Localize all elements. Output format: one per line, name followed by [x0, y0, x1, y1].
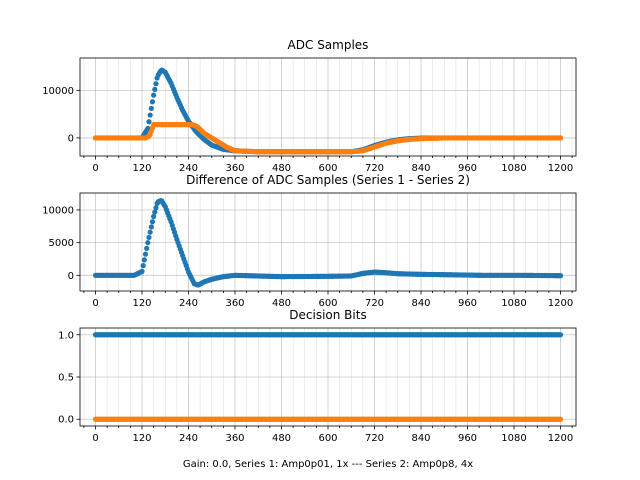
data-point	[557, 273, 564, 279]
x-tick-label: 720	[365, 433, 384, 444]
data-point	[147, 112, 153, 118]
x-tick-label: 0	[92, 163, 98, 174]
data-point	[151, 92, 157, 98]
data-point	[152, 209, 158, 215]
subplots: 0 120 240 360 480 600 720 840 960 1080 1200010000A…	[42, 38, 577, 444]
x-tick-label: 1200	[548, 298, 573, 309]
data-point	[148, 105, 154, 112]
x-tick-label: 960	[458, 298, 477, 309]
x-tick-label: 720	[365, 163, 384, 174]
x-tick-label: 0	[92, 433, 98, 444]
x-tick-label: 720	[365, 298, 384, 309]
y-tick-label: 5000	[49, 238, 74, 249]
subplot-title: ADC Samples	[288, 38, 369, 52]
subplot-1: 0 120 240 360 480 600 720 840 960 1080 1200 0 10000 A…	[42, 38, 577, 174]
data-point	[557, 332, 564, 338]
y-tick-label: 10000	[42, 86, 74, 97]
subplot-title: Decision Bits	[289, 308, 366, 322]
y-tick-label: 0	[68, 271, 74, 282]
data-point	[149, 99, 156, 105]
data-point	[148, 224, 154, 230]
x-tick-label: 960	[458, 433, 477, 444]
subplot-title: Difference of ADC Samples (Series 1 - Se…	[186, 173, 470, 187]
series-s1	[92, 332, 564, 338]
data-point	[557, 135, 564, 141]
x-tick-label: 600	[318, 298, 337, 309]
x-tick-label: 840	[411, 163, 430, 174]
series-s2	[92, 122, 564, 155]
x-axis: 0 120 240 360 480 600 720 840 960 1080 1200	[83, 291, 573, 309]
x-tick-label: 480	[272, 163, 291, 174]
data-point	[139, 268, 145, 274]
data-point	[144, 245, 150, 252]
data-point	[140, 263, 146, 269]
y-tick-label: 0	[68, 133, 74, 144]
x-tick-label: 0	[92, 298, 98, 309]
data-point	[153, 81, 159, 87]
subplot-2: 0 120 240 360 480 600 720 840 960 1080 1200 0 5000 10…	[42, 173, 577, 309]
data-point	[151, 213, 157, 220]
data-point	[142, 251, 149, 257]
x-axis: 0 120 240 360 480 600 720 840 960 1080 1200	[83, 426, 573, 444]
x-axis: 0 120 240 360 480 600 720 840 960 1080 1200	[83, 156, 573, 174]
series-s1	[92, 197, 564, 288]
x-tick-label: 480	[272, 298, 291, 309]
x-tick-label: 1200	[548, 433, 573, 444]
data-point	[146, 119, 152, 125]
subplot-3: 0 120 240 360 480 600 720 840 960 1080 1200 0.0 0.5 1…	[58, 308, 577, 444]
y-axis: 0 5000 10000	[42, 205, 80, 282]
data-point	[146, 234, 152, 241]
data-point	[147, 229, 153, 235]
data-point	[145, 125, 151, 132]
y-tick-label: 10000	[42, 205, 74, 216]
x-tick-label: 1080	[501, 433, 526, 444]
series-s2	[92, 416, 564, 422]
x-tick-label: 1080	[501, 298, 526, 309]
data-point	[149, 219, 156, 225]
x-tick-label: 1080	[501, 163, 526, 174]
data-point	[152, 86, 158, 92]
x-tick-label: 240	[179, 298, 198, 309]
x-tick-label: 120	[132, 298, 151, 309]
data-point	[557, 416, 564, 422]
y-axis: 0.0 0.5 1.0	[58, 330, 80, 426]
data-point	[141, 257, 147, 263]
x-tick-label: 360	[225, 298, 244, 309]
x-tick-label: 360	[225, 163, 244, 174]
x-tick-label: 960	[458, 163, 477, 174]
data-point	[153, 205, 159, 211]
y-tick-label: 1.0	[58, 330, 74, 341]
x-tick-label: 360	[225, 433, 244, 444]
x-tick-label: 600	[318, 433, 337, 444]
data-point	[145, 240, 151, 246]
x-tick-label: 840	[411, 433, 430, 444]
x-tick-label: 120	[132, 433, 151, 444]
y-tick-label: 0.5	[58, 373, 74, 384]
x-tick-label: 120	[132, 163, 151, 174]
x-tick-label: 240	[179, 433, 198, 444]
x-tick-label: 480	[272, 433, 291, 444]
y-tick-label: 0.0	[58, 415, 74, 426]
x-tick-label: 840	[411, 298, 430, 309]
figure-xlabel: Gain: 0.0, Series 1: Amp0p01, 1x --- Ser…	[183, 459, 473, 470]
x-tick-label: 1200	[548, 163, 573, 174]
y-axis: 0 10000	[42, 86, 80, 144]
x-tick-label: 600	[318, 163, 337, 174]
x-tick-label: 240	[179, 163, 198, 174]
